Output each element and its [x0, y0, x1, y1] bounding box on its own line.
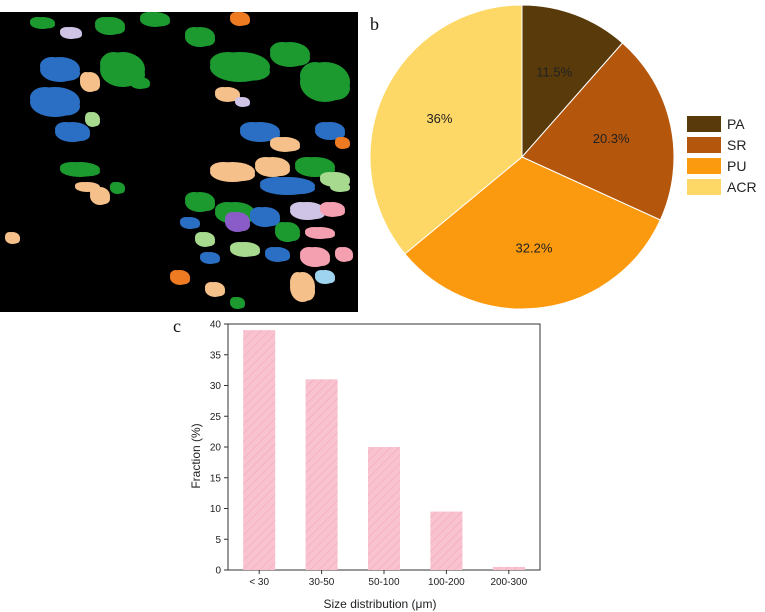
particle-blob — [90, 187, 110, 205]
particle-blob — [30, 87, 80, 117]
pie-slice-pu — [404, 156, 661, 310]
particle-blob — [85, 112, 101, 127]
legend-label-acr: ACR — [727, 179, 757, 195]
particle-blob — [300, 247, 330, 267]
x-tick-label: 100-200 — [428, 577, 465, 588]
legend-swatch-sr — [687, 137, 721, 153]
bar-hatch — [492, 566, 525, 570]
particle-blob — [250, 207, 280, 227]
pie-slice-sr — [521, 42, 675, 221]
particle-blob — [215, 87, 240, 102]
pie-slice-label: 20.3% — [593, 131, 630, 146]
bar-hatch — [305, 379, 338, 570]
particle-blob — [270, 42, 310, 67]
particle-blob — [335, 247, 353, 262]
particle-map-graphic — [5, 12, 353, 309]
particle-blob — [60, 27, 82, 39]
particle-map-image — [0, 12, 358, 312]
particle-blob — [290, 202, 326, 220]
particle-blob — [235, 97, 250, 107]
y-tick-label: 30 — [210, 381, 222, 392]
particle-blob — [335, 137, 350, 149]
particle-blob — [290, 272, 315, 302]
particle-blob — [60, 162, 101, 177]
y-tick-label: 15 — [210, 473, 222, 484]
y-tick-label: 20 — [210, 443, 222, 454]
bar-hatch — [243, 330, 276, 570]
particle-blob — [180, 217, 200, 229]
particle-blob — [55, 122, 90, 142]
particle-blob — [200, 252, 220, 264]
particle-blob — [205, 282, 225, 297]
particle-blob — [295, 157, 335, 177]
particle-blob — [95, 17, 125, 35]
y-tick-label: 10 — [210, 504, 222, 515]
bar-hatch — [368, 447, 400, 570]
legend-swatch-pu — [687, 158, 721, 174]
particle-blob — [230, 12, 250, 26]
pie-chart: 11.5% 20.3% 32.2% 36% PA SR PU ACR — [369, 4, 757, 310]
legend-swatch-acr — [687, 179, 721, 195]
particle-blob — [315, 122, 345, 140]
bar-hatch — [430, 511, 463, 570]
bar-tick-labels: 0 5 10 15 20 25 30 35 40 < 30 30-50 50-100 100-200 20… — [210, 320, 528, 589]
x-tick-label: 200-300 — [490, 577, 527, 588]
particle-blob — [170, 270, 190, 285]
legend-swatch-pa — [687, 116, 721, 132]
legend-label-pu: PU — [727, 158, 746, 174]
bar-series — [243, 330, 525, 570]
particle-blob — [275, 222, 300, 242]
particle-blob — [265, 247, 290, 262]
panel-label-c: c — [173, 316, 181, 336]
particle-blob — [185, 27, 216, 47]
legend-label-sr: SR — [727, 137, 746, 153]
particle-blob — [140, 12, 171, 27]
particle-blob — [210, 162, 255, 182]
particle-blob — [130, 77, 150, 89]
particle-blob — [210, 52, 270, 82]
y-tick-label: 35 — [210, 350, 222, 361]
panel-label-b: b — [370, 14, 379, 34]
particle-blob — [80, 72, 100, 92]
pie-slice-label: 36% — [426, 111, 452, 126]
x-axis-label: Size distribution (μm) — [324, 597, 437, 611]
pie-slice-labels: 11.5% 20.3% 32.2% 36% — [426, 65, 630, 256]
particle-blob — [110, 182, 126, 194]
particle-blob — [5, 232, 20, 244]
x-tick-label: 30-50 — [309, 577, 335, 588]
y-tick-label: 0 — [215, 566, 221, 577]
particle-blob — [230, 297, 245, 309]
y-tick-label: 5 — [215, 535, 221, 546]
particle-blob — [260, 177, 315, 195]
particle-blob — [230, 242, 260, 257]
particle-blob — [305, 227, 335, 239]
particle-blob — [320, 202, 345, 217]
x-tick-label: < 30 — [249, 577, 269, 588]
particle-blob — [270, 137, 300, 152]
y-tick-label: 25 — [210, 412, 222, 423]
particle-blob — [185, 192, 216, 212]
particle-blob — [255, 157, 291, 177]
particle-blob — [195, 232, 215, 247]
pie-slice-pa — [521, 4, 624, 159]
pie-slice-label: 32.2% — [516, 240, 553, 255]
pie-slices — [369, 4, 675, 310]
particle-blob — [300, 62, 350, 102]
particle-blob — [225, 212, 250, 232]
particle-blob — [330, 182, 350, 192]
legend-label-pa: PA — [727, 116, 745, 132]
particle-blob — [40, 57, 80, 82]
bar-chart: 0 5 10 15 20 25 30 35 40 < 30 30-50 50-100 100-200 20… — [189, 320, 541, 611]
y-tick-label: 40 — [210, 320, 222, 331]
pie-slice-acr — [369, 4, 523, 255]
pie-legend: PA SR PU ACR — [687, 116, 757, 195]
particle-blob — [30, 17, 55, 29]
x-tick-label: 50-100 — [368, 577, 400, 588]
y-axis-label: Fraction (%) — [189, 423, 203, 488]
particle-blob — [315, 270, 335, 284]
pie-slice-label: 11.5% — [536, 65, 572, 80]
